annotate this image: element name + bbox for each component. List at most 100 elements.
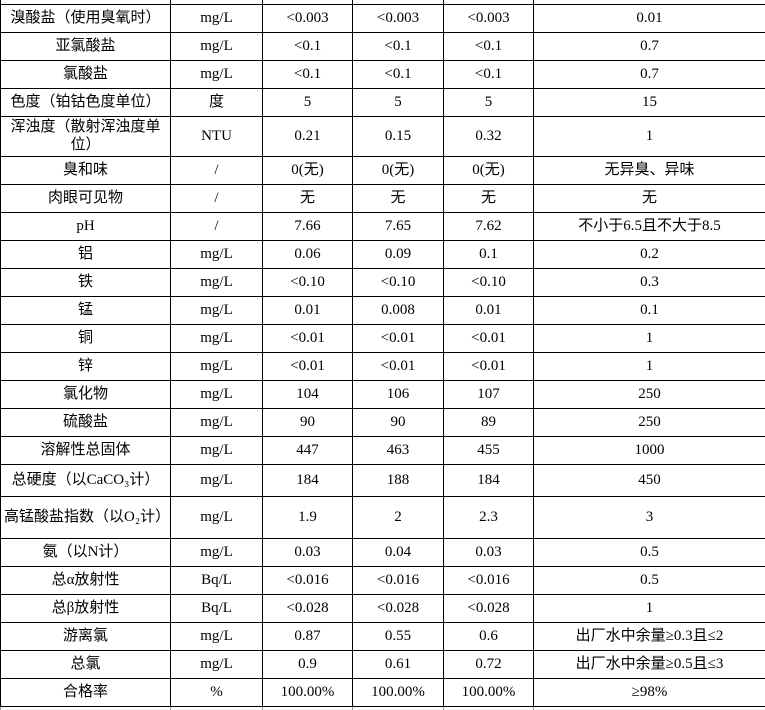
value-cell: 7.65 xyxy=(353,213,444,241)
unit-cell: mg/L xyxy=(171,465,263,497)
value-cell: 90 xyxy=(263,409,353,437)
value-cell: <0.1 xyxy=(263,32,353,60)
value-cell: 106 xyxy=(353,381,444,409)
value-cell: <0.028 xyxy=(444,595,534,623)
param-cell: 锌 xyxy=(1,353,171,381)
value-cell: 0.55 xyxy=(353,623,444,651)
param-cell: 高锰酸盐指数（以O₂计） xyxy=(1,497,171,539)
limit-cell: ≥98% xyxy=(534,679,765,707)
param-cell: 锰 xyxy=(1,297,171,325)
unit-cell: / xyxy=(171,185,263,213)
value-cell: <0.016 xyxy=(444,567,534,595)
limit-cell: 250 xyxy=(534,381,765,409)
unit-cell: 度 xyxy=(171,88,263,116)
unit-cell: mg/L xyxy=(171,32,263,60)
table-row: 臭和味/0(无)0(无)0(无)无异臭、异味 xyxy=(1,157,765,185)
unit-cell: NTU xyxy=(171,116,263,157)
value-cell: 5 xyxy=(353,88,444,116)
unit-cell: mg/L xyxy=(171,297,263,325)
limit-cell: 250 xyxy=(534,409,765,437)
param-cell: 游离氯 xyxy=(1,623,171,651)
unit-cell: Bq/L xyxy=(171,595,263,623)
limit-cell: 15 xyxy=(534,88,765,116)
limit-cell: 1 xyxy=(534,116,765,157)
limit-cell: 不小于6.5且不大于8.5 xyxy=(534,213,765,241)
value-cell: <0.016 xyxy=(263,567,353,595)
value-cell: 2 xyxy=(353,497,444,539)
value-cell: 90 xyxy=(353,409,444,437)
value-cell: <0.01 xyxy=(263,325,353,353)
value-cell: <0.01 xyxy=(353,325,444,353)
param-cell: 总α放射性 xyxy=(1,567,171,595)
param-cell xyxy=(1,707,171,710)
value-cell: 0.9 xyxy=(263,651,353,679)
value-cell: 0.1 xyxy=(444,241,534,269)
unit-cell: / xyxy=(171,157,263,185)
value-cell: 7.66 xyxy=(263,213,353,241)
param-cell: 肉眼可见物 xyxy=(1,185,171,213)
value-cell: <0.01 xyxy=(444,353,534,381)
value-cell: <0.003 xyxy=(263,4,353,32)
limit-cell: 0.7 xyxy=(534,60,765,88)
param-cell: 亚氯酸盐 xyxy=(1,32,171,60)
value-cell: <0.01 xyxy=(444,325,534,353)
value-cell: <0.10 xyxy=(444,269,534,297)
value-cell: 184 xyxy=(263,465,353,497)
limit-cell: 1 xyxy=(534,325,765,353)
value-cell: 100.00% xyxy=(353,679,444,707)
value-cell: <0.003 xyxy=(353,4,444,32)
limit-cell: 1000 xyxy=(534,437,765,465)
value-cell: 0.03 xyxy=(444,539,534,567)
limit-cell: 出厂水中余量≥0.3且≤2 xyxy=(534,623,765,651)
value-cell xyxy=(444,707,534,710)
limit-cell: 1 xyxy=(534,353,765,381)
value-cell: 0.09 xyxy=(353,241,444,269)
limit-cell: 0.5 xyxy=(534,539,765,567)
value-cell: <0.1 xyxy=(353,32,444,60)
value-cell: 184 xyxy=(444,465,534,497)
value-cell: 463 xyxy=(353,437,444,465)
param-cell: 色度（铂钴色度单位） xyxy=(1,88,171,116)
param-cell: 总硬度（以CaCO₃计） xyxy=(1,465,171,497)
value-cell: 2.3 xyxy=(444,497,534,539)
limit-cell: 无异臭、异味 xyxy=(534,157,765,185)
value-cell: 0.21 xyxy=(263,116,353,157)
table-row: 合格率%100.00%100.00%100.00%≥98% xyxy=(1,679,765,707)
value-cell: <0.003 xyxy=(444,4,534,32)
value-cell: <0.028 xyxy=(353,595,444,623)
value-cell: 1.9 xyxy=(263,497,353,539)
param-cell: 总β放射性 xyxy=(1,595,171,623)
param-cell: 氯酸盐 xyxy=(1,60,171,88)
limit-cell: 0.1 xyxy=(534,297,765,325)
param-cell: 铁 xyxy=(1,269,171,297)
table-row xyxy=(1,707,765,710)
limit-cell: 0.2 xyxy=(534,241,765,269)
value-cell: 0.15 xyxy=(353,116,444,157)
param-cell: 溴酸盐（使用臭氧时） xyxy=(1,4,171,32)
param-cell: 铝 xyxy=(1,241,171,269)
limit-cell: 无 xyxy=(534,185,765,213)
value-cell xyxy=(263,707,353,710)
limit-cell: 0.7 xyxy=(534,32,765,60)
param-cell: 臭和味 xyxy=(1,157,171,185)
value-cell: 104 xyxy=(263,381,353,409)
value-cell: 89 xyxy=(444,409,534,437)
limit-cell: 出厂水中余量≥0.5且≤3 xyxy=(534,651,765,679)
unit-cell: Bq/L xyxy=(171,567,263,595)
unit-cell: mg/L xyxy=(171,269,263,297)
limit-cell: 3 xyxy=(534,497,765,539)
value-cell: 0.32 xyxy=(444,116,534,157)
